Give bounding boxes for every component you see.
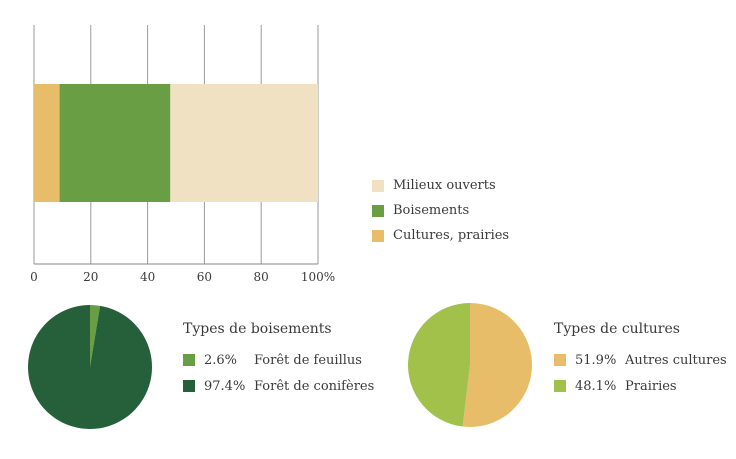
pie-chart-boisements xyxy=(27,305,152,429)
pie-slice xyxy=(27,305,152,429)
bar-legend: Milieux ouverts Boisements Cultures, pra… xyxy=(372,173,509,248)
legend-swatch xyxy=(183,380,195,392)
legend-item-autres-cultures: 51.9% Autres cultures xyxy=(554,347,727,373)
legend-percent: 97.4% xyxy=(204,378,246,394)
legend-label: Forêt de conifères xyxy=(254,378,375,394)
legend-swatch xyxy=(554,380,566,392)
legend-item-feuillus: 2.6% Forêt de feuillus xyxy=(183,347,374,373)
legend-item-boisements: Boisements xyxy=(372,198,509,223)
legend-swatch xyxy=(183,354,195,366)
legend-label: Autres cultures xyxy=(625,352,727,368)
legend-swatch xyxy=(372,179,384,192)
pie-title-boisements: Types de boisements xyxy=(183,321,332,337)
legend-percent: 48.1% xyxy=(575,378,617,394)
legend-label: Boisements xyxy=(393,203,470,218)
legend-swatch xyxy=(554,354,566,366)
x-tick-label: 0 xyxy=(30,270,38,284)
x-tick-label: 100% xyxy=(301,270,335,284)
legend-label: Cultures, prairies xyxy=(393,228,510,243)
x-tick-label: 20 xyxy=(83,270,98,284)
bar-segment xyxy=(59,84,171,202)
stacked-bar-chart: 0 20 40 60 80 100% xyxy=(30,25,335,284)
x-tick-label: 80 xyxy=(254,270,269,284)
bar-segments xyxy=(34,84,318,202)
legend-swatch xyxy=(372,204,384,217)
legend-item-prairies: 48.1% Prairies xyxy=(554,373,727,399)
legend-item-cultures-prairies: Cultures, prairies xyxy=(372,223,509,248)
legend-label: Prairies xyxy=(625,378,677,394)
pie-slice xyxy=(407,303,470,427)
legend-label: Forêt de feuillus xyxy=(254,352,362,368)
pie-slice xyxy=(90,305,101,367)
legend-percent: 51.9% xyxy=(575,352,617,368)
bar-segment xyxy=(34,84,60,202)
x-tick-labels: 0 20 40 60 80 100% xyxy=(30,270,335,284)
legend-label: Milieux ouverts xyxy=(393,178,496,193)
pie-legend-boisements: 2.6% Forêt de feuillus 97.4% Forêt de co… xyxy=(183,347,374,399)
x-tick-label: 60 xyxy=(197,270,212,284)
legend-percent: 2.6% xyxy=(204,352,238,368)
pie-slice xyxy=(462,303,532,427)
pie-chart-cultures xyxy=(407,303,532,427)
legend-swatch xyxy=(372,229,384,242)
legend-item-coniferes: 97.4% Forêt de conifères xyxy=(183,373,374,399)
bar-segment xyxy=(170,84,318,202)
pie-legend-cultures: 51.9% Autres cultures 48.1% Prairies xyxy=(554,347,727,399)
legend-item-milieux-ouverts: Milieux ouverts xyxy=(372,173,509,198)
x-tick-label: 40 xyxy=(140,270,155,284)
pie-title-cultures: Types de cultures xyxy=(554,321,680,337)
